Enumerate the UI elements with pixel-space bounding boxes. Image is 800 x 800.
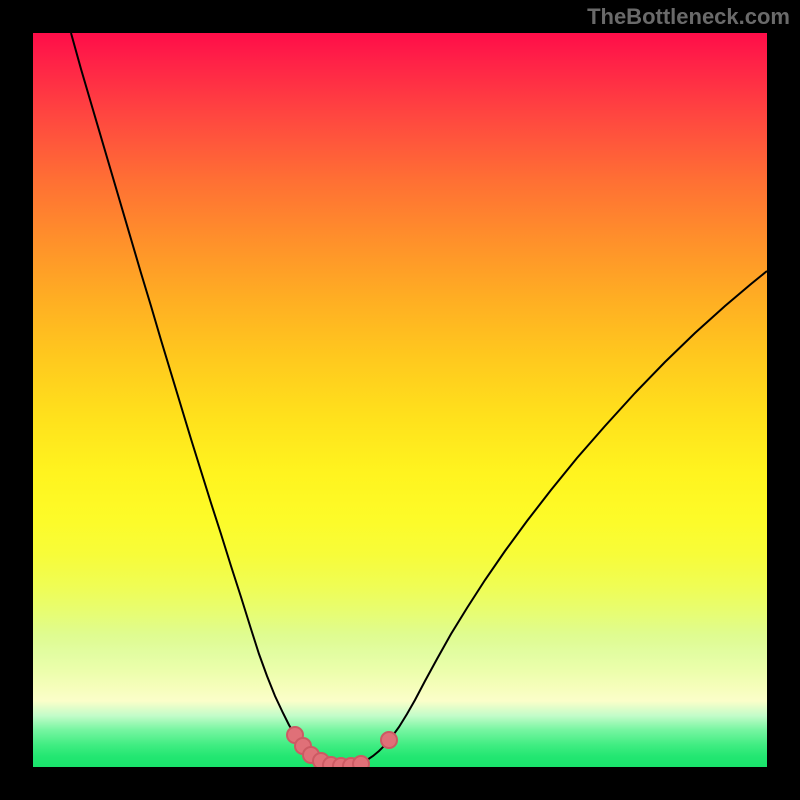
chart-container: TheBottleneck.com — [0, 0, 800, 800]
marker-point — [353, 756, 369, 767]
plot-area — [33, 33, 767, 767]
marker-point — [381, 732, 397, 748]
watermark-text: TheBottleneck.com — [587, 4, 790, 30]
marker-points — [287, 727, 397, 767]
curve-layer — [33, 33, 767, 767]
bottleneck-curve — [71, 33, 767, 766]
